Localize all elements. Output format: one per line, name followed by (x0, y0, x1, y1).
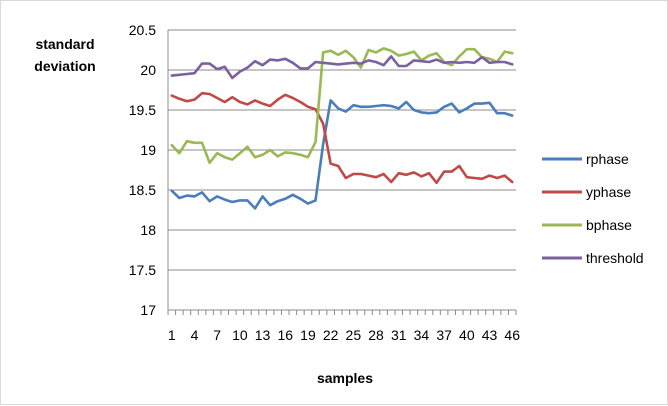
x-tick-label: 34 (414, 327, 430, 343)
y-tick-label: 17.5 (129, 262, 156, 278)
y-tick-label: 20.5 (129, 22, 156, 38)
y-axis-title-line2: deviation (34, 58, 95, 74)
y-tick-label: 20 (140, 62, 156, 78)
y-tick-label: 18 (140, 222, 156, 238)
y-axis-ticks: 17 17.5 18 18.5 19 19.5 20 20.5 (129, 22, 156, 318)
x-tick-label: 7 (213, 327, 221, 343)
x-tick-label: 22 (323, 327, 339, 343)
x-tick-label: 19 (300, 327, 316, 343)
x-tick-label: 1 (168, 327, 176, 343)
y-tick-label: 19.5 (129, 102, 156, 118)
x-tick-label: 46 (504, 327, 520, 343)
x-tick-label: 16 (277, 327, 293, 343)
x-axis: 1 4 7 10 13 16 19 22 25 28 31 34 37 40 43 46 (167, 30, 520, 343)
x-tick-label: 40 (459, 327, 475, 343)
x-tick-label: 4 (191, 327, 199, 343)
legend-label-yphase: yphase (586, 184, 631, 200)
y-tick-label: 19 (140, 142, 156, 158)
x-tick-label: 13 (255, 327, 271, 343)
x-tick-label: 37 (436, 327, 452, 343)
series-lines (170, 47, 514, 210)
y-tick-label: 18.5 (129, 182, 156, 198)
x-tick-label: 10 (232, 327, 248, 343)
series-line-rphase (170, 99, 514, 210)
x-tick-label: 28 (368, 327, 384, 343)
legend-label-bphase: bphase (586, 217, 632, 233)
x-tick-label: 25 (346, 327, 362, 343)
legend-label-rphase: rphase (586, 151, 629, 167)
series-line-bphase (170, 47, 514, 165)
x-tick-label: 43 (482, 327, 498, 343)
y-tick-label: 17 (140, 302, 156, 318)
series-line-threshold (170, 55, 514, 80)
legend-label-threshold: threshold (586, 250, 644, 266)
x-tick-label: 31 (391, 327, 407, 343)
legend: rphase yphase bphase threshold (542, 151, 644, 266)
series-line-yphase (170, 91, 514, 185)
x-axis-title: samples (317, 370, 373, 386)
y-axis-title-line1: standard (35, 36, 94, 52)
